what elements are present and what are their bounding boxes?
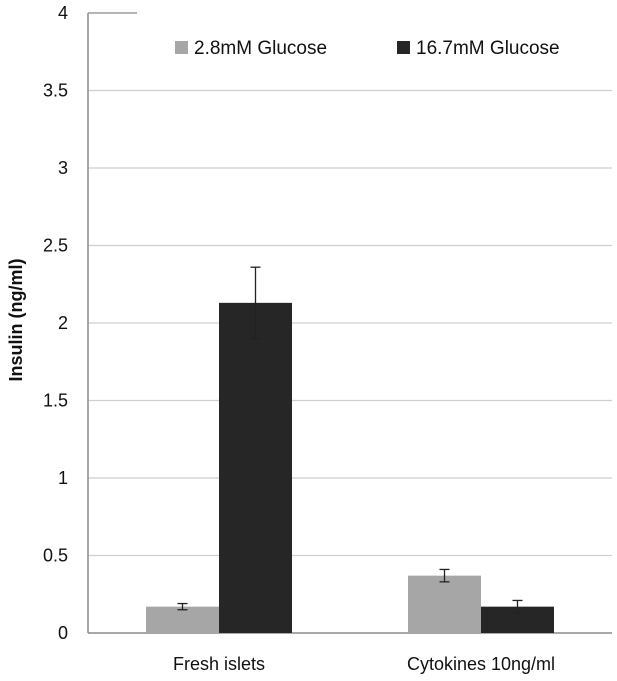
y-tick-label: 0 — [58, 623, 68, 643]
legend-swatch — [397, 41, 410, 54]
bar — [408, 575, 481, 633]
legend-label: 16.7mM Glucose — [416, 38, 560, 59]
error-bars — [177, 266, 523, 614]
y-tick-label: 1 — [58, 468, 68, 488]
legend: 2.8mM Glucose 16.7mM Glucose — [175, 38, 560, 59]
y-tick-label: 2 — [58, 313, 68, 333]
bars — [146, 302, 554, 633]
y-tick-label: 4 — [58, 3, 68, 23]
y-tick-label: 3 — [58, 158, 68, 178]
category-label: Cytokines 10ng/ml — [407, 654, 555, 674]
y-tick-label: 3.5 — [43, 81, 68, 101]
legend-swatch — [175, 41, 188, 54]
legend-label: 2.8mM Glucose — [194, 38, 327, 59]
y-tick-label: 0.5 — [43, 546, 68, 566]
gridlines — [88, 12, 612, 557]
category-label: Fresh islets — [173, 654, 265, 674]
category-labels: Fresh islets Cytokines 10ng/ml — [173, 654, 555, 674]
y-tick-label: 2.5 — [43, 236, 68, 256]
y-tick-label: 1.5 — [43, 391, 68, 411]
bar — [146, 606, 219, 633]
bar — [219, 302, 292, 633]
y-tick-labels: 0 0.5 1 1.5 2 2.5 3 3.5 4 — [43, 3, 68, 643]
y-axis-title: Insulin (ng/ml) — [6, 259, 26, 382]
